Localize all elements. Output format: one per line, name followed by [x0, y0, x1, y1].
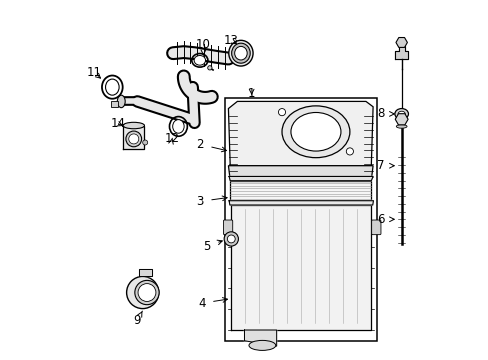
Polygon shape	[394, 46, 407, 59]
Ellipse shape	[138, 284, 156, 301]
Polygon shape	[139, 269, 151, 276]
Text: 6: 6	[376, 213, 393, 226]
Ellipse shape	[228, 40, 253, 66]
Bar	[224, 98, 376, 341]
Text: 1: 1	[247, 87, 255, 100]
Ellipse shape	[194, 55, 205, 65]
Text: 3: 3	[196, 195, 226, 208]
Text: 8: 8	[377, 107, 393, 120]
Ellipse shape	[105, 79, 119, 95]
Polygon shape	[228, 102, 372, 166]
Ellipse shape	[234, 46, 246, 60]
Circle shape	[125, 131, 142, 147]
Ellipse shape	[126, 276, 159, 309]
Text: 11: 11	[87, 66, 102, 79]
Ellipse shape	[172, 120, 184, 133]
Circle shape	[346, 148, 353, 155]
Circle shape	[128, 134, 139, 144]
Text: 2: 2	[196, 138, 226, 152]
Ellipse shape	[395, 125, 406, 128]
Ellipse shape	[123, 122, 144, 129]
Ellipse shape	[231, 43, 250, 63]
Text: 14: 14	[110, 117, 125, 130]
Circle shape	[142, 140, 147, 145]
Text: 9: 9	[133, 311, 142, 327]
Ellipse shape	[290, 112, 340, 151]
FancyBboxPatch shape	[371, 220, 380, 235]
Polygon shape	[229, 176, 372, 181]
FancyBboxPatch shape	[223, 220, 232, 235]
Bar	[110, 102, 118, 107]
Polygon shape	[228, 166, 372, 180]
Text: 12: 12	[164, 132, 180, 145]
Ellipse shape	[397, 111, 405, 117]
Text: 7: 7	[376, 159, 393, 172]
Polygon shape	[244, 330, 276, 346]
Ellipse shape	[117, 95, 125, 108]
Polygon shape	[230, 205, 370, 330]
Circle shape	[207, 66, 212, 70]
Circle shape	[227, 235, 235, 243]
Ellipse shape	[248, 341, 275, 350]
Text: 13: 13	[223, 34, 238, 47]
Text: 5: 5	[203, 240, 222, 253]
Ellipse shape	[282, 106, 349, 158]
Circle shape	[224, 232, 238, 246]
Text: 10: 10	[196, 39, 210, 55]
Polygon shape	[123, 126, 144, 149]
Polygon shape	[230, 181, 370, 202]
Polygon shape	[229, 201, 373, 205]
Circle shape	[278, 109, 285, 116]
Ellipse shape	[394, 109, 407, 119]
Text: 4: 4	[198, 297, 227, 310]
Ellipse shape	[135, 280, 159, 305]
